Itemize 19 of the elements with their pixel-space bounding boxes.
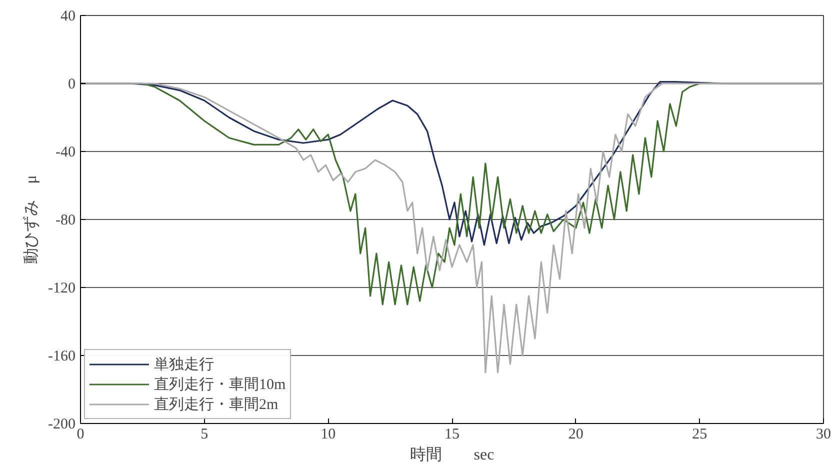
y-tick-label: 0 bbox=[68, 76, 76, 92]
legend-label: 直列走行・車間10m bbox=[154, 376, 286, 394]
x-tick-label: 5 bbox=[200, 426, 208, 442]
y-tick-label: -160 bbox=[48, 348, 76, 364]
x-tick-label: 10 bbox=[320, 426, 336, 442]
line-series bbox=[80, 82, 824, 374]
y-tick-label: -40 bbox=[56, 144, 76, 160]
y-tick-label: -120 bbox=[48, 280, 76, 296]
x-tick-label: 15 bbox=[444, 426, 460, 442]
y-tick-label: 40 bbox=[60, 8, 76, 24]
x-axis-title: 時間 sec bbox=[410, 446, 494, 464]
y-tick-label: -200 bbox=[48, 416, 76, 432]
y-tick-label: -80 bbox=[56, 212, 76, 228]
x-tick-label: 25 bbox=[692, 426, 708, 442]
y-axis-title: 動ひずみ μ bbox=[22, 175, 40, 264]
x-tick-label: 30 bbox=[816, 426, 831, 442]
x-tick-label: 20 bbox=[568, 426, 584, 442]
legend-label: 直列走行・車間2m bbox=[154, 396, 278, 414]
legend-label: 単独走行 bbox=[154, 356, 214, 374]
